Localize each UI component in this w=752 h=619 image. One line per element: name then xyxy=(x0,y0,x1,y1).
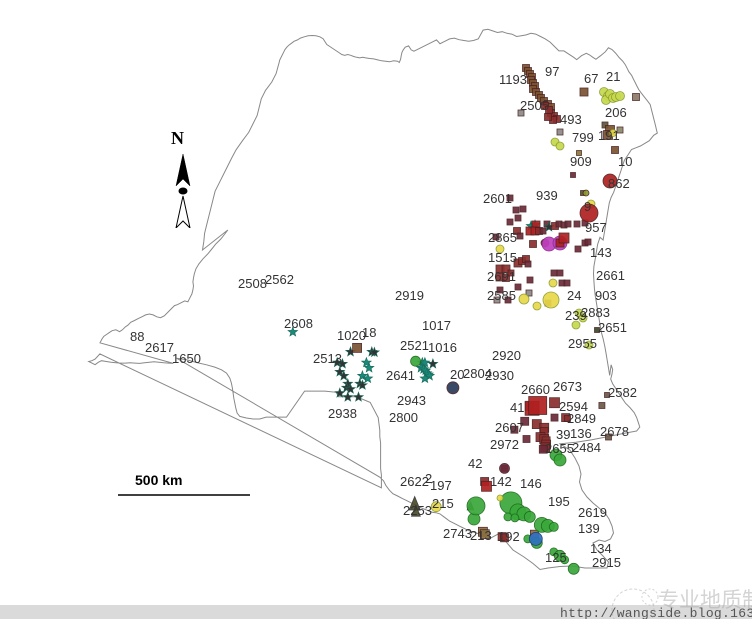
svg-text:206: 206 xyxy=(605,105,627,120)
svg-text:2660: 2660 xyxy=(521,382,550,397)
svg-text:24: 24 xyxy=(567,288,581,303)
svg-text:191: 191 xyxy=(598,128,620,143)
svg-text:195: 195 xyxy=(548,494,570,509)
svg-text:2513: 2513 xyxy=(313,351,342,366)
svg-text:2608: 2608 xyxy=(284,316,313,331)
svg-text:2743: 2743 xyxy=(443,526,472,541)
svg-text:9: 9 xyxy=(584,199,591,214)
svg-text:41: 41 xyxy=(510,400,524,415)
svg-text:2655: 2655 xyxy=(545,441,574,456)
svg-text:2505: 2505 xyxy=(520,98,549,113)
svg-text:2943: 2943 xyxy=(397,393,426,408)
svg-text:139: 139 xyxy=(578,521,600,536)
svg-text:2883: 2883 xyxy=(581,305,610,320)
svg-text:2601: 2601 xyxy=(483,191,512,206)
svg-text:2865: 2865 xyxy=(488,230,517,245)
svg-text:957: 957 xyxy=(585,220,607,235)
svg-text:2661: 2661 xyxy=(596,268,625,283)
svg-text:125: 125 xyxy=(545,550,567,565)
svg-text:1017: 1017 xyxy=(422,318,451,333)
svg-text:2607: 2607 xyxy=(495,420,524,435)
svg-text:67: 67 xyxy=(584,71,598,86)
svg-text:1016: 1016 xyxy=(428,340,457,355)
svg-text:142: 142 xyxy=(490,474,512,489)
svg-text:1650: 1650 xyxy=(172,351,201,366)
svg-text:903: 903 xyxy=(595,288,617,303)
svg-text:1515: 1515 xyxy=(488,250,517,265)
svg-text:2800: 2800 xyxy=(389,410,418,425)
svg-text:2253: 2253 xyxy=(403,503,432,518)
svg-text:2691: 2691 xyxy=(487,269,516,284)
svg-text:1193: 1193 xyxy=(499,72,527,87)
svg-text:2920: 2920 xyxy=(492,348,521,363)
svg-text:146: 146 xyxy=(520,476,542,491)
svg-text:143: 143 xyxy=(590,245,612,260)
svg-text:2651: 2651 xyxy=(598,320,627,335)
svg-text:2617: 2617 xyxy=(145,340,174,355)
svg-text:2641: 2641 xyxy=(386,368,415,383)
svg-text:2619: 2619 xyxy=(578,505,607,520)
svg-text:799: 799 xyxy=(572,130,594,145)
svg-text:2972: 2972 xyxy=(490,437,519,452)
svg-text:2678: 2678 xyxy=(600,424,629,439)
svg-text:21: 21 xyxy=(606,69,620,84)
svg-text:136: 136 xyxy=(570,426,592,441)
svg-text:2938: 2938 xyxy=(328,406,357,421)
svg-text:939: 939 xyxy=(536,188,558,203)
svg-text:97: 97 xyxy=(545,64,559,79)
svg-text:2955: 2955 xyxy=(568,336,597,351)
svg-text:2582: 2582 xyxy=(608,385,637,400)
svg-text:909: 909 xyxy=(570,154,592,169)
svg-text:2849: 2849 xyxy=(567,411,596,426)
svg-text:2585: 2585 xyxy=(487,288,516,303)
svg-text:2930: 2930 xyxy=(485,368,514,383)
svg-text:39: 39 xyxy=(556,427,570,442)
svg-text:2521: 2521 xyxy=(400,338,429,353)
svg-text:215: 215 xyxy=(432,496,454,511)
svg-text:18: 18 xyxy=(362,325,376,340)
svg-text:862: 862 xyxy=(608,176,630,191)
svg-text:213: 213 xyxy=(470,528,492,543)
svg-text:N: N xyxy=(171,128,184,148)
svg-text:10: 10 xyxy=(618,154,632,169)
svg-text:42: 42 xyxy=(468,456,482,471)
svg-text:专业地质制图: 专业地质制图 xyxy=(658,589,752,612)
svg-text:2562: 2562 xyxy=(265,272,294,287)
svg-text:2508: 2508 xyxy=(238,276,267,291)
svg-text:134: 134 xyxy=(590,541,612,556)
svg-text:493: 493 xyxy=(560,112,582,127)
svg-text:2673: 2673 xyxy=(553,379,582,394)
svg-text:2919: 2919 xyxy=(395,288,424,303)
svg-text:2484: 2484 xyxy=(572,440,601,455)
svg-text:88: 88 xyxy=(130,329,144,344)
svg-text:192: 192 xyxy=(498,529,520,544)
svg-text:197: 197 xyxy=(430,478,452,493)
